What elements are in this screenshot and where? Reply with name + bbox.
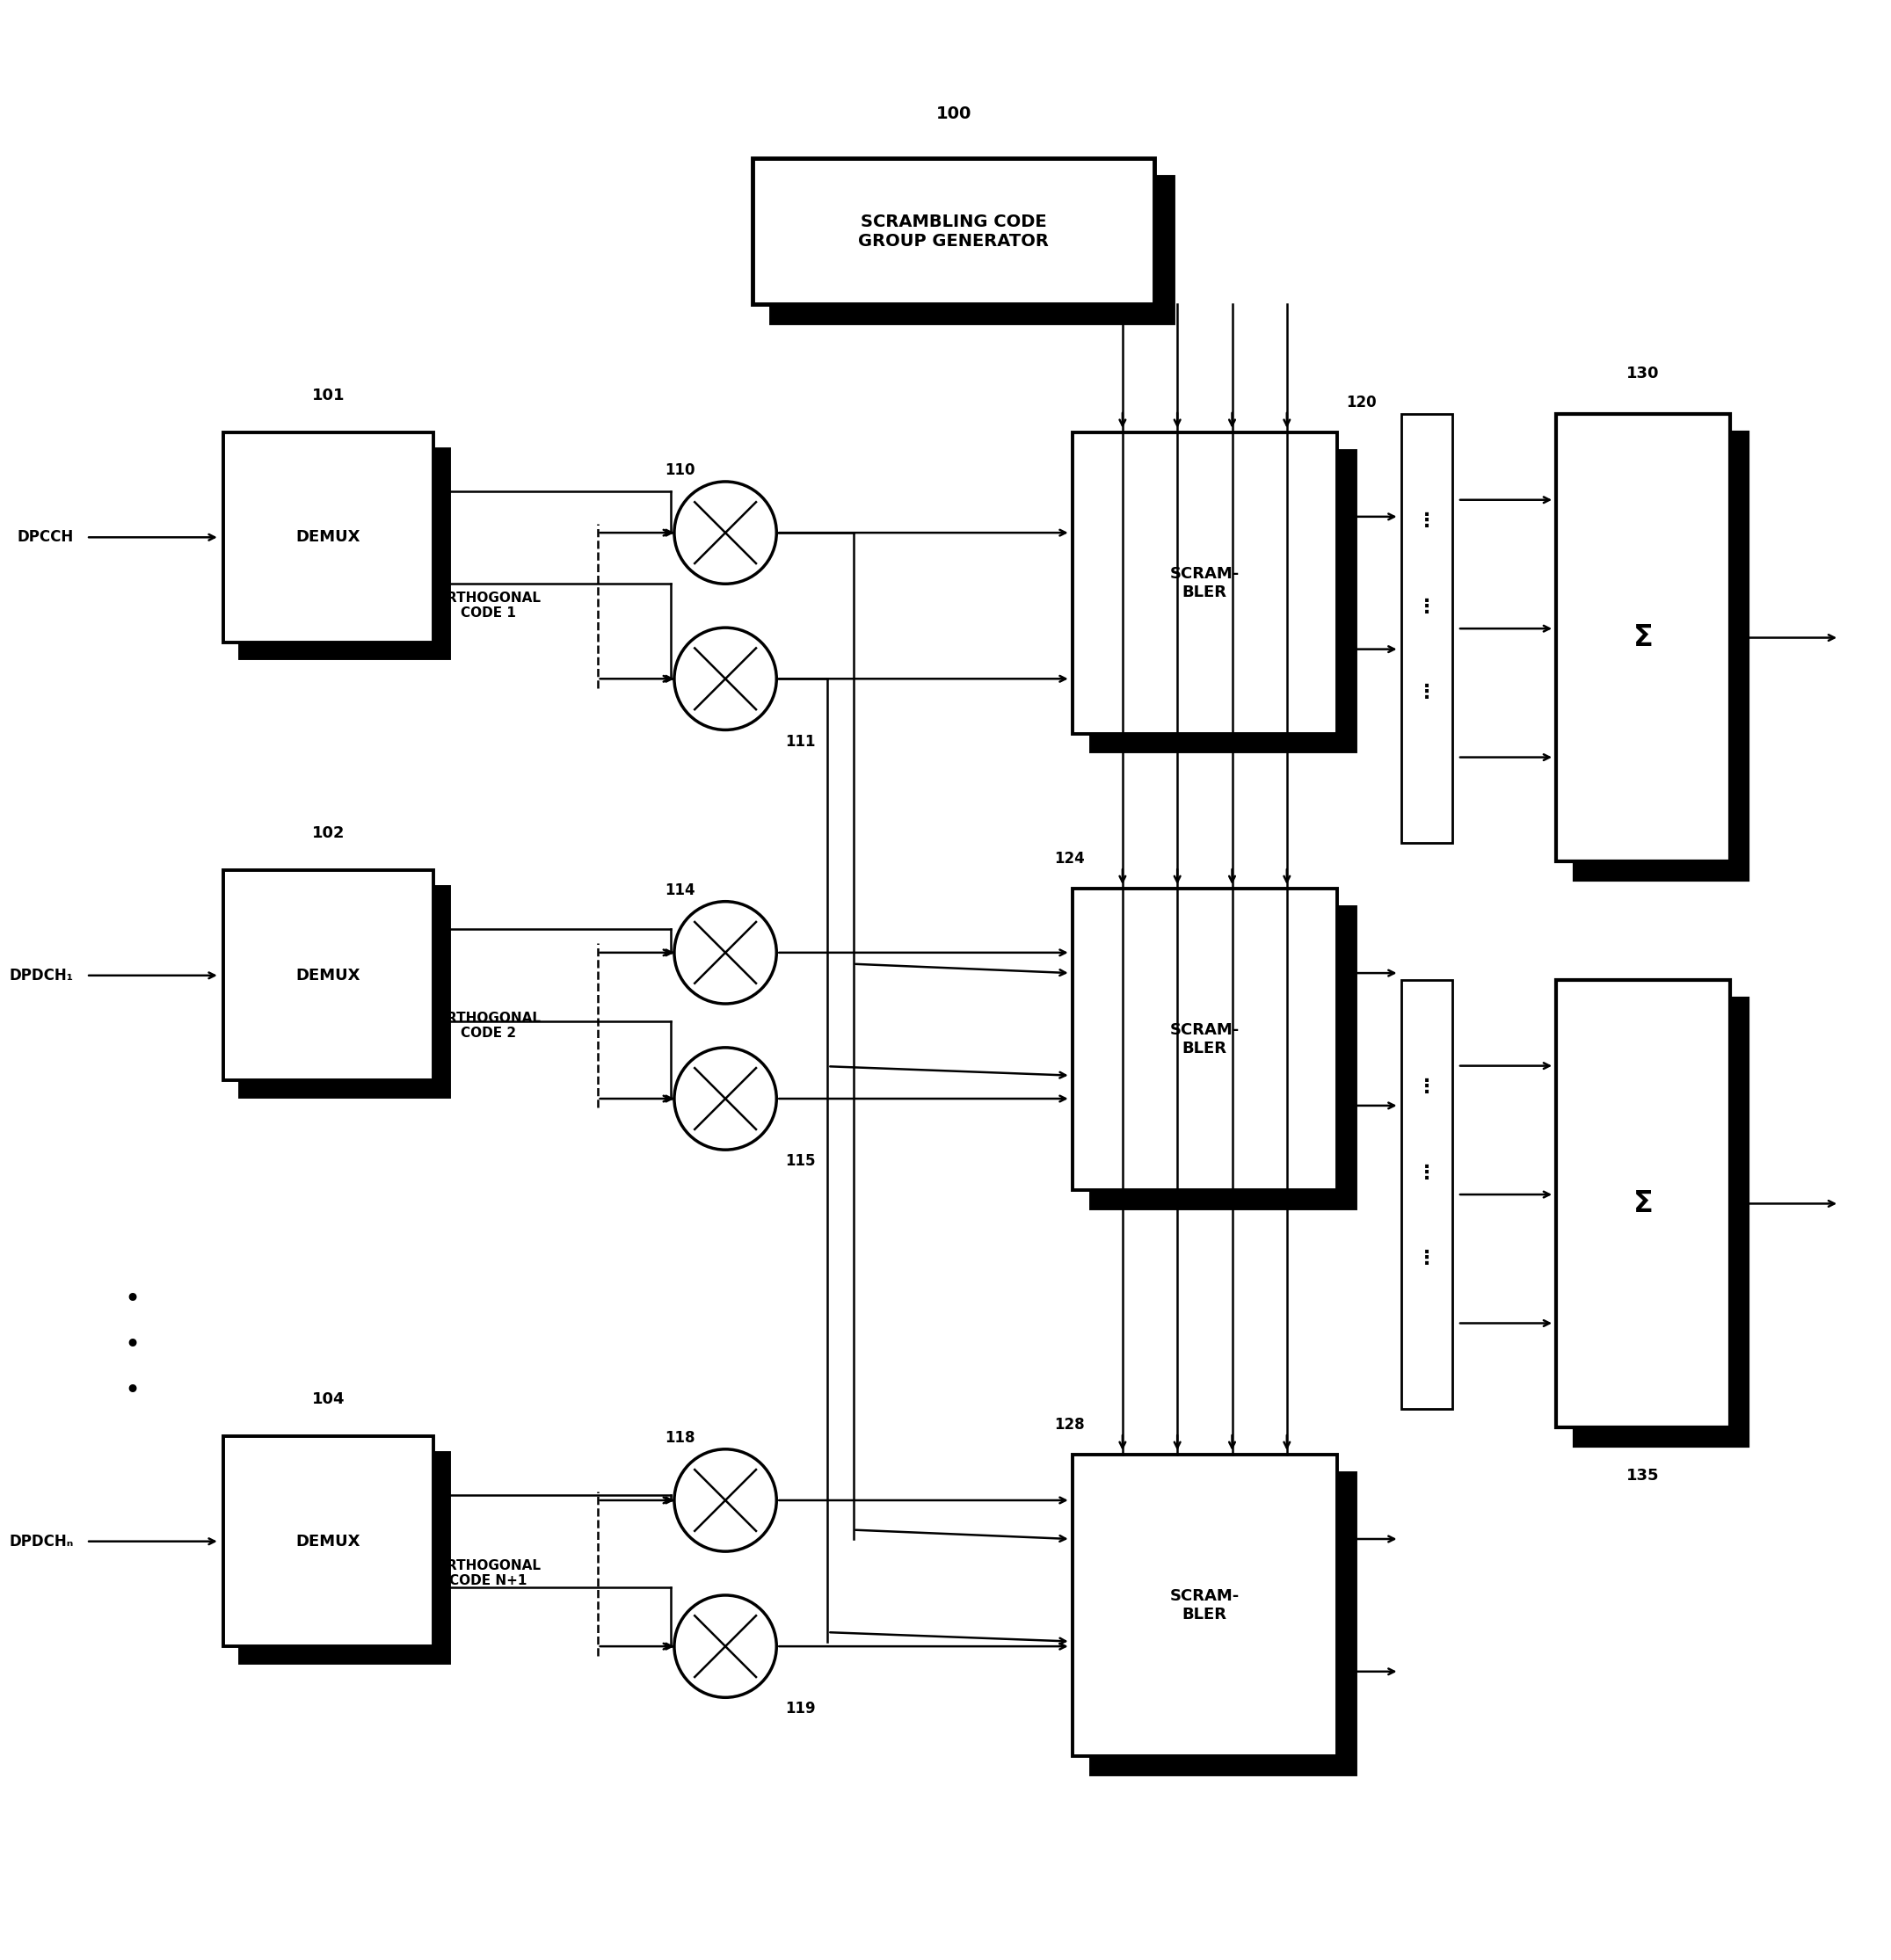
Text: DEMUX: DEMUX (295, 968, 361, 984)
FancyBboxPatch shape (1091, 451, 1356, 753)
Text: SCRAM-
BLER: SCRAM- BLER (1171, 1023, 1239, 1056)
FancyBboxPatch shape (1072, 433, 1337, 733)
FancyBboxPatch shape (1575, 433, 1747, 880)
Text: 128: 128 (1053, 1417, 1085, 1433)
FancyBboxPatch shape (1401, 980, 1452, 1409)
Text: 124: 124 (1053, 851, 1085, 866)
Text: ⋮: ⋮ (1416, 1164, 1437, 1182)
FancyBboxPatch shape (240, 449, 450, 659)
Text: 120: 120 (1346, 394, 1377, 410)
FancyBboxPatch shape (1556, 414, 1730, 860)
Text: 130: 130 (1626, 365, 1660, 380)
Circle shape (675, 902, 777, 1004)
FancyBboxPatch shape (240, 1452, 450, 1662)
Text: 110: 110 (666, 463, 696, 478)
FancyBboxPatch shape (1091, 1472, 1356, 1774)
Circle shape (675, 1047, 777, 1151)
Text: DPCCH: DPCCH (17, 529, 74, 545)
Text: •: • (125, 1378, 140, 1403)
Text: DEMUX: DEMUX (295, 529, 361, 545)
FancyBboxPatch shape (753, 159, 1155, 304)
Text: 102: 102 (312, 825, 344, 841)
Text: DPDCHₙ: DPDCHₙ (9, 1533, 74, 1548)
Text: 100: 100 (936, 106, 972, 122)
Circle shape (675, 482, 777, 584)
Text: SCRAM-
BLER: SCRAM- BLER (1171, 1588, 1239, 1623)
Text: •: • (125, 1333, 140, 1358)
FancyBboxPatch shape (223, 870, 433, 1080)
Text: ORTHOGONAL
CODE N+1: ORTHOGONAL CODE N+1 (435, 1558, 541, 1588)
Text: SCRAMBLING CODE
GROUP GENERATOR: SCRAMBLING CODE GROUP GENERATOR (859, 214, 1050, 249)
Text: ⋮: ⋮ (1416, 1078, 1437, 1096)
FancyBboxPatch shape (1556, 980, 1730, 1427)
Text: Σ: Σ (1634, 1190, 1653, 1217)
Text: 104: 104 (312, 1392, 344, 1407)
Text: ⋮: ⋮ (1416, 1250, 1437, 1268)
FancyBboxPatch shape (1575, 998, 1747, 1446)
Text: 114: 114 (666, 882, 696, 898)
Text: 111: 111 (785, 733, 817, 749)
Text: 115: 115 (785, 1152, 817, 1170)
Text: ⋮: ⋮ (1416, 684, 1437, 702)
Text: ⋮: ⋮ (1416, 512, 1437, 529)
FancyBboxPatch shape (223, 433, 433, 643)
Text: ⋮: ⋮ (1416, 598, 1437, 615)
Text: ORTHOGONAL
CODE 2: ORTHOGONAL CODE 2 (435, 1011, 541, 1041)
FancyBboxPatch shape (772, 176, 1172, 323)
Text: Σ: Σ (1634, 623, 1653, 653)
FancyBboxPatch shape (240, 886, 450, 1098)
Text: ORTHOGONAL
CODE 1: ORTHOGONAL CODE 1 (435, 592, 541, 619)
Text: DEMUX: DEMUX (295, 1533, 361, 1548)
FancyBboxPatch shape (1072, 888, 1337, 1190)
Text: •: • (125, 1286, 140, 1313)
FancyBboxPatch shape (223, 1437, 433, 1646)
Text: SCRAM-
BLER: SCRAM- BLER (1171, 566, 1239, 600)
Text: 119: 119 (785, 1701, 817, 1717)
Text: DPDCH₁: DPDCH₁ (9, 968, 74, 984)
FancyBboxPatch shape (1072, 1454, 1337, 1756)
Text: 118: 118 (666, 1429, 696, 1446)
FancyBboxPatch shape (1401, 414, 1452, 843)
Circle shape (675, 1448, 777, 1552)
FancyBboxPatch shape (1091, 907, 1356, 1207)
Circle shape (675, 627, 777, 729)
Circle shape (675, 1595, 777, 1697)
Text: 135: 135 (1626, 1468, 1660, 1484)
Text: 101: 101 (312, 388, 344, 404)
